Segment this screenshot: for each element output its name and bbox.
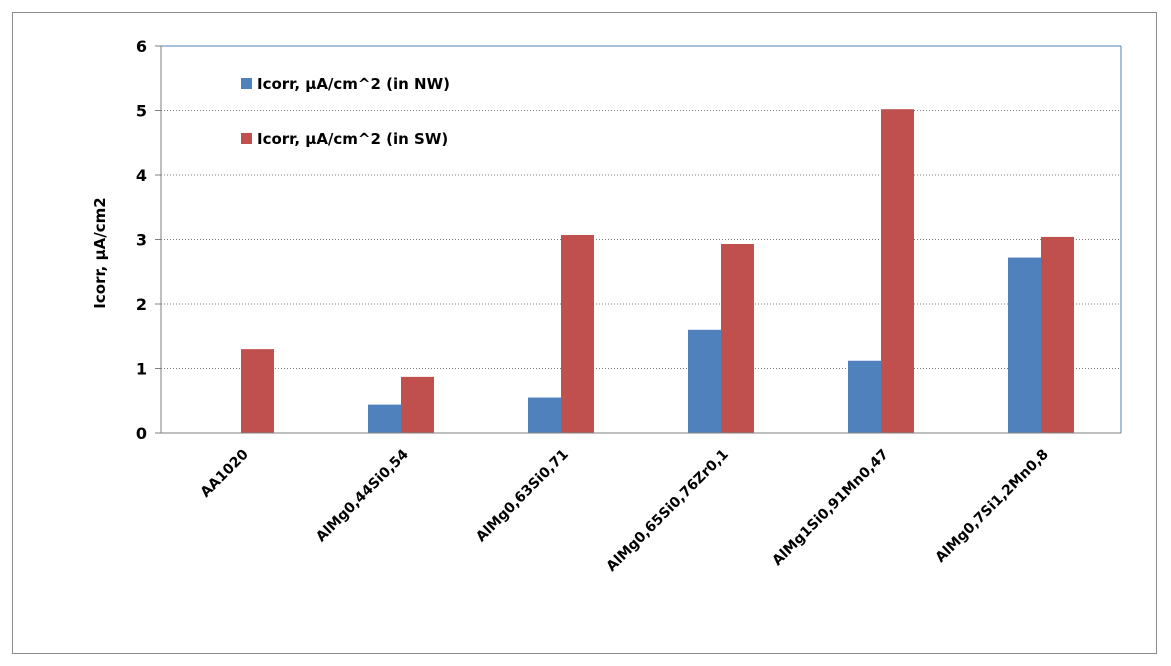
x-tick-labels: AA1020 AlMg0,44Si0,54 AlMg0,63Si0,71 AlMg0,… xyxy=(198,446,1052,574)
bar-chart: 0 1 2 3 4 5 6 AA1020 AlMg0,44Si0,54 AlMg0,63Si0,… xyxy=(91,37,1122,575)
legend-label: Icorr, µA/cm^2 (in NW) xyxy=(257,75,450,93)
x-tick-label: AlMg0,44Si0,54 xyxy=(313,446,412,545)
y-tick-label: 6 xyxy=(136,37,147,56)
bar-sw xyxy=(1041,236,1074,433)
legend-label: Icorr, µA/cm^2 (in SW) xyxy=(257,130,448,148)
bar-nw xyxy=(528,397,561,433)
bar-sw xyxy=(241,349,274,433)
legend-swatch xyxy=(241,78,252,89)
legend-swatch xyxy=(241,133,252,144)
gridlines xyxy=(161,45,1121,369)
y-axis-label: Icorr, µA/cm2 xyxy=(91,197,109,308)
x-tick-label: AlMg0,7Si1,2Mn0,8 xyxy=(932,447,1051,566)
y-tick-label: 5 xyxy=(136,102,147,121)
y-tick-label: 2 xyxy=(136,295,147,314)
bar-nw xyxy=(688,329,721,433)
x-tick-label: AlMg0,63Si0,71 xyxy=(473,447,572,546)
chart-frame: 0 1 2 3 4 5 6 AA1020 AlMg0,44Si0,54 AlMg0,63Si0,… xyxy=(12,12,1157,654)
axes xyxy=(155,45,1122,434)
bar-sw xyxy=(401,376,434,433)
y-tick-label: 1 xyxy=(136,360,147,379)
bar-sw xyxy=(561,234,594,433)
bar-sw xyxy=(721,244,754,433)
y-tick-labels: 0 1 2 3 4 5 6 xyxy=(136,37,147,443)
x-tick-label: AA1020 xyxy=(198,446,252,500)
bar-nw xyxy=(1008,257,1041,433)
x-tick-label: AlMg0,65Si0,76Zr0,1 xyxy=(604,447,732,575)
y-tick-label: 3 xyxy=(136,231,147,250)
bar-sw xyxy=(881,109,914,434)
bar-nw xyxy=(368,404,401,433)
x-tick-label: AlMg1Si0,91Mn0,47 xyxy=(769,447,891,569)
y-tick-label: 0 xyxy=(136,424,147,443)
bars xyxy=(241,109,1074,434)
bar-nw xyxy=(848,360,881,433)
y-tick-label: 4 xyxy=(136,166,147,185)
legend: Icorr, µA/cm^2 (in NW) Icorr, µA/cm^2 (in… xyxy=(241,75,450,148)
